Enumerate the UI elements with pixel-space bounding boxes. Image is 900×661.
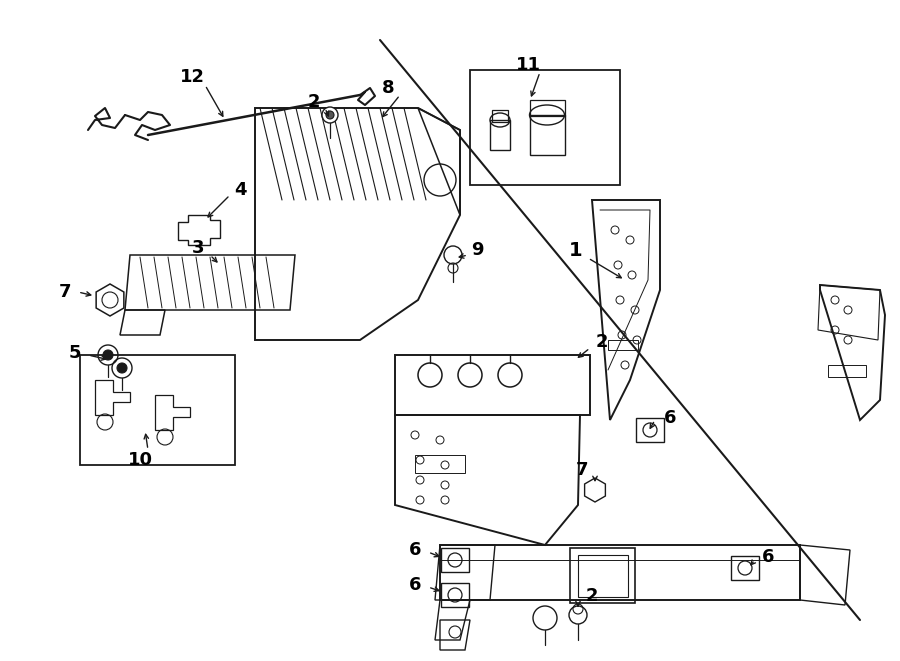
Text: 9: 9 [471,241,483,259]
Text: 10: 10 [128,451,152,469]
Bar [570,548,635,603]
Text: 7: 7 [576,461,589,479]
Circle shape [322,107,338,123]
Text: 8: 8 [382,79,394,97]
Bar [731,556,759,580]
Text: 11: 11 [516,56,541,74]
Text: 1: 1 [569,241,583,260]
Bar [828,365,866,377]
Text: 6: 6 [664,409,676,427]
Bar [415,455,465,473]
Bar [608,340,638,350]
Bar [578,555,628,597]
Text: 3: 3 [192,239,204,257]
Bar [441,548,469,572]
Text: 7: 7 [58,283,71,301]
Text: 6: 6 [409,576,421,594]
Bar [470,70,620,185]
Text: 2: 2 [308,93,320,111]
Bar [441,583,469,607]
Bar [636,418,664,442]
Text: 5: 5 [68,344,81,362]
Text: 12: 12 [179,68,204,86]
Text: 2: 2 [596,333,608,351]
Circle shape [103,350,113,360]
Circle shape [326,111,334,119]
Text: 6: 6 [409,541,421,559]
Bar [80,355,235,465]
Text: 4: 4 [234,181,247,199]
Text: 6: 6 [761,548,774,566]
Text: 2: 2 [586,587,598,605]
Circle shape [117,363,127,373]
